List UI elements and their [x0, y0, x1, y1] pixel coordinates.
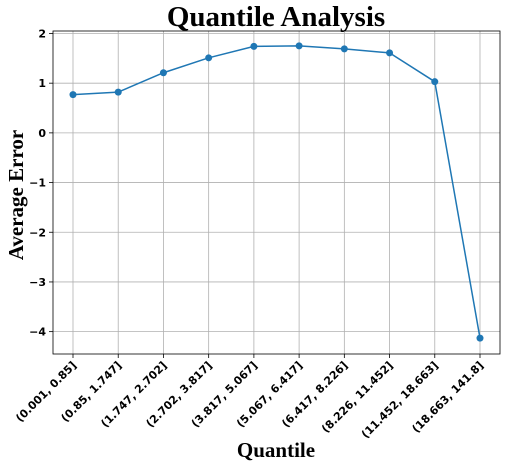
series-line — [72, 45, 481, 339]
series-layer — [69, 42, 484, 342]
plot-area-frame — [52, 30, 501, 355]
data-point — [205, 54, 213, 62]
y-tick-label: −3 — [29, 276, 46, 289]
data-point — [69, 91, 77, 99]
y-tick-label: −4 — [29, 326, 46, 339]
data-point — [295, 42, 303, 50]
data-point — [159, 69, 167, 77]
data-point — [114, 88, 122, 96]
data-point — [250, 42, 258, 50]
y-tick-label: 2 — [38, 27, 46, 40]
y-tick-label: −1 — [29, 177, 46, 190]
y-tick-label: 0 — [38, 127, 46, 140]
data-point — [431, 78, 439, 86]
y-tick-label: −2 — [29, 226, 46, 239]
x-axis-title: Quantile — [237, 438, 315, 462]
grid — [53, 31, 500, 354]
y-tick-label: 1 — [38, 77, 46, 90]
y-axis-title: Average Error — [4, 130, 28, 260]
data-point — [340, 45, 348, 53]
chart-title: Quantile Analysis — [167, 1, 385, 33]
data-point — [386, 49, 394, 57]
data-point — [476, 334, 484, 342]
